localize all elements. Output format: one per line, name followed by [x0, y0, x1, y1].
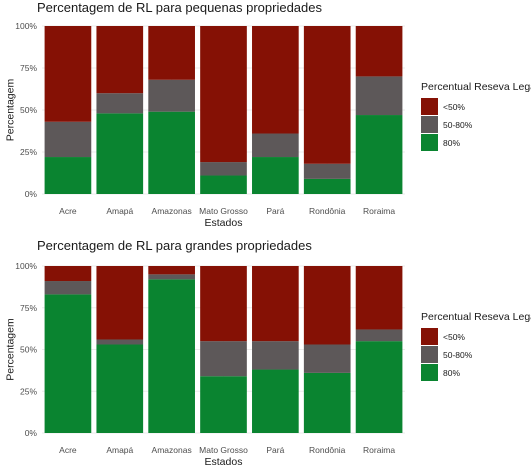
chart2-bar-rond-nia-5080 — [303, 344, 351, 373]
chart1-bar-acre-80 — [44, 157, 92, 194]
chart1-bar-par--50 — [252, 26, 299, 134]
chart2-legend-swatch — [421, 346, 438, 363]
chart2-bar-par--80 — [252, 369, 299, 433]
chart1-bar-amazonas-80 — [148, 111, 195, 194]
chart1-x-tick-label: Amazonas — [152, 206, 192, 216]
chart1-y-tick-label: 25% — [20, 147, 37, 157]
chart1-bar-mato-grosso-80 — [200, 175, 247, 194]
chart2-x-tick-label: Acre — [59, 445, 77, 455]
chart1-bar-roraima-50 — [355, 26, 403, 77]
chart2-bar-acre-80 — [44, 294, 92, 433]
chart2-bar-mato-grosso-80 — [200, 376, 247, 433]
chart1-bar-mato-grosso-50 — [200, 26, 247, 163]
chart2-y-tick-label: 0% — [25, 428, 38, 438]
chart2-x-tick-label: Rondônia — [309, 445, 346, 455]
chart1-x-tick-label: Pará — [266, 206, 284, 216]
chart2-y-tick-label: 25% — [20, 386, 37, 396]
chart2-bar-amazonas-80 — [148, 279, 195, 433]
chart1-legend-label: 50-80% — [443, 120, 473, 130]
chart1-legend-title: Percentual Reseva Legal — [421, 81, 531, 93]
chart2-title: Percentagem de RL para grandes proprieda… — [37, 238, 312, 253]
chart2-legend-label: 80% — [443, 368, 460, 378]
chart2-y-axis-title: Percentagem — [5, 318, 17, 381]
chart2-bar-par--50 — [252, 266, 299, 342]
chart1-x-tick-label: Rondônia — [309, 206, 346, 216]
chart2-legend-label: <50% — [443, 332, 465, 342]
chart1-x-tick-label: Mato Grosso — [199, 206, 248, 216]
chart1-y-tick-label: 75% — [20, 63, 37, 73]
chart2-legend-swatch — [421, 364, 438, 381]
chart1-y-tick-label: 0% — [25, 189, 38, 199]
chart2-bar-amap--5080 — [96, 339, 144, 345]
chart2-x-tick-label: Mato Grosso — [199, 445, 248, 455]
chart1-bar-amazonas-5080 — [148, 79, 195, 112]
chart2-x-axis-title: Estados — [205, 456, 243, 467]
chart2-bar-roraima-80 — [355, 341, 403, 433]
chart1-legend-label: <50% — [443, 102, 465, 112]
chart2-bar-mato-grosso-50 — [200, 266, 247, 342]
chart1-bar-mato-grosso-5080 — [200, 162, 247, 176]
chart2-bar-amap--80 — [96, 344, 144, 433]
chart2-bar-amazonas-50 — [148, 266, 195, 275]
chart1-y-tick-label: 100% — [15, 21, 37, 31]
chart1-bar-rond-nia-5080 — [303, 163, 351, 179]
chart1-bar-acre-50 — [44, 26, 92, 122]
chart1-bar-rond-nia-80 — [303, 178, 351, 194]
chart1-bar-amap--50 — [96, 26, 144, 94]
chart2-bar-mato-grosso-5080 — [200, 341, 247, 377]
chart1-bar-par--80 — [252, 157, 299, 194]
chart2-bar-roraima-5080 — [355, 329, 403, 342]
chart1-bar-amap--80 — [96, 113, 144, 194]
chart1-bar-rond-nia-50 — [303, 26, 351, 164]
chart2-bar-acre-50 — [44, 266, 92, 282]
chart1-x-tick-label: Amapá — [106, 206, 133, 216]
chart1-title: Percentagem de RL para pequenas propried… — [37, 0, 322, 15]
chart1-legend-swatch — [421, 116, 438, 133]
chart2-bar-par--5080 — [252, 341, 299, 370]
chart1-x-axis-title: Estados — [205, 217, 243, 229]
chart2-bar-roraima-50 — [355, 266, 403, 330]
chart1-legend-swatch — [421, 98, 438, 115]
chart1-bar-amap--5080 — [96, 93, 144, 114]
chart2-legend-title: Percentual Reseva Legal — [421, 311, 531, 323]
chart2-bar-acre-5080 — [44, 281, 92, 295]
chart1-bar-amazonas-50 — [148, 26, 195, 80]
chart1-legend-swatch — [421, 134, 438, 151]
chart1-bar-roraima-80 — [355, 115, 403, 194]
chart2-legend-label: 50-80% — [443, 350, 473, 360]
chart2-x-tick-label: Pará — [266, 445, 284, 455]
chart1-y-axis-title: Percentagem — [5, 79, 17, 142]
chart2-x-tick-label: Amapá — [106, 445, 133, 455]
chart1-x-tick-label: Acre — [59, 206, 77, 216]
chart1-legend-label: 80% — [443, 138, 460, 148]
chart1-bar-roraima-5080 — [355, 76, 403, 116]
chart2-y-tick-label: 100% — [15, 261, 37, 271]
chart2-bar-amap--50 — [96, 266, 144, 340]
chart2-y-tick-label: 75% — [20, 303, 37, 313]
chart2-legend-swatch — [421, 328, 438, 345]
chart2-bar-amazonas-5080 — [148, 274, 195, 280]
chart2-x-tick-label: Roraima — [363, 445, 395, 455]
chart2-y-tick-label: 50% — [20, 345, 37, 355]
chart2-bar-rond-nia-50 — [303, 266, 351, 345]
chart1-bar-acre-5080 — [44, 121, 92, 158]
chart1-x-tick-label: Roraima — [363, 206, 395, 216]
chart1-y-tick-label: 50% — [20, 105, 37, 115]
chart1-bar-par--5080 — [252, 133, 299, 158]
chart2-x-tick-label: Amazonas — [152, 445, 192, 455]
chart2-bar-rond-nia-80 — [303, 372, 351, 433]
